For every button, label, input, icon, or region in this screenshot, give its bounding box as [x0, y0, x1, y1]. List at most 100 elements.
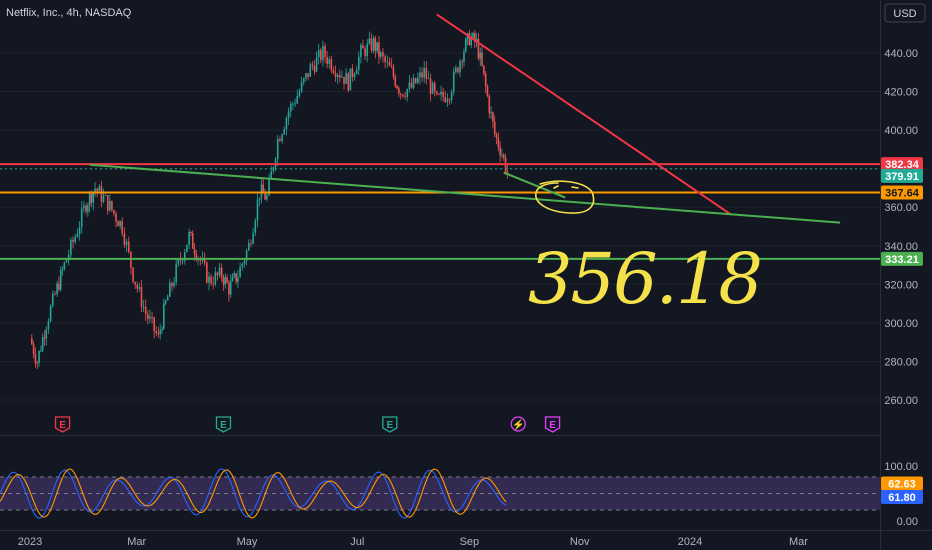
oscillator-d-line [0, 468, 507, 519]
time-tick-label: Jul [350, 536, 364, 548]
candle [394, 73, 397, 89]
candle [63, 261, 66, 271]
candle [233, 270, 236, 279]
candle [85, 203, 87, 215]
candle [51, 290, 54, 308]
candle [414, 77, 417, 84]
candle [452, 67, 455, 96]
candle [119, 220, 121, 230]
candle [117, 219, 119, 227]
candle [228, 279, 230, 302]
earnings-event-icon[interactable]: E [544, 416, 561, 433]
candle [264, 188, 266, 200]
candle [266, 192, 268, 202]
candle [254, 218, 257, 237]
candle [239, 262, 241, 278]
trendline[interactable] [503, 171, 566, 199]
candle [210, 273, 212, 286]
trendline[interactable] [436, 13, 733, 216]
candle [140, 279, 143, 313]
event-markers[interactable]: E E E ⚡ E [54, 416, 561, 433]
candle [305, 72, 307, 82]
earnings-event-icon[interactable]: E [382, 416, 398, 433]
stochastic-oscillator[interactable] [0, 468, 880, 519]
candle [382, 48, 384, 63]
price-tick-label: 440.00 [884, 48, 918, 60]
candle [484, 71, 487, 93]
candle [250, 239, 252, 248]
candle [216, 271, 219, 281]
svg-text:61.80: 61.80 [888, 492, 916, 504]
candle [83, 200, 85, 213]
candle [258, 197, 261, 207]
trendline[interactable] [89, 163, 841, 224]
candle [67, 249, 70, 266]
trendlines[interactable] [89, 13, 841, 224]
candle [399, 92, 402, 100]
candle [379, 50, 382, 60]
candle [289, 101, 292, 118]
candle [317, 43, 320, 65]
candle [300, 76, 303, 94]
candle [294, 98, 296, 108]
candle [163, 298, 165, 330]
candle [186, 244, 188, 253]
candle [376, 42, 378, 54]
candle [164, 299, 167, 306]
candle [115, 211, 117, 228]
candle [448, 97, 451, 105]
candle [175, 259, 177, 286]
candle [438, 92, 440, 96]
candle [355, 65, 358, 75]
candle [41, 333, 44, 352]
candle [362, 39, 364, 49]
handwritten-annotation [535, 180, 595, 214]
candle [166, 294, 169, 301]
candle [386, 55, 389, 68]
candle [459, 59, 461, 77]
candle [142, 299, 145, 313]
candle [499, 141, 501, 163]
candle [483, 65, 485, 77]
candle [94, 181, 96, 197]
candle [468, 30, 471, 46]
time-axis[interactable]: 2023 Mar May Jul Sep Nov 2024 Mar [18, 536, 809, 548]
candle [270, 165, 273, 179]
candle [495, 132, 498, 145]
candle [106, 194, 109, 215]
candle [372, 35, 375, 54]
currency-button[interactable]: USD [884, 3, 926, 23]
candle [421, 67, 423, 82]
svg-text:333.21: 333.21 [885, 254, 919, 266]
price-tick-label: 260.00 [884, 395, 918, 407]
time-tick-label: Mar [127, 536, 146, 548]
candle [442, 87, 444, 103]
candle [332, 66, 335, 75]
candle [474, 29, 476, 48]
candle [440, 85, 442, 101]
candle [390, 58, 393, 69]
candle [188, 228, 190, 250]
candle [222, 274, 225, 291]
candle [159, 323, 161, 340]
candle [326, 50, 328, 69]
split-event-icon[interactable]: ⚡ [510, 416, 526, 432]
candle [488, 93, 491, 119]
earnings-event-icon[interactable]: E [215, 416, 232, 433]
price-axis[interactable]: 440.00420.00400.00380.00360.00340.00320.… [881, 48, 923, 407]
candle [279, 136, 281, 142]
oscillator-tick-label: 100.00 [884, 461, 918, 473]
candle [406, 88, 408, 102]
candle [54, 291, 56, 296]
candle [169, 278, 171, 297]
candle [408, 75, 411, 93]
candle [292, 101, 294, 111]
candle [220, 263, 223, 282]
candle [78, 221, 81, 241]
earnings-event-icon[interactable]: E [54, 416, 71, 433]
candle [171, 281, 173, 292]
candle [431, 81, 434, 95]
price-level-tag: 333.21 [881, 251, 923, 266]
